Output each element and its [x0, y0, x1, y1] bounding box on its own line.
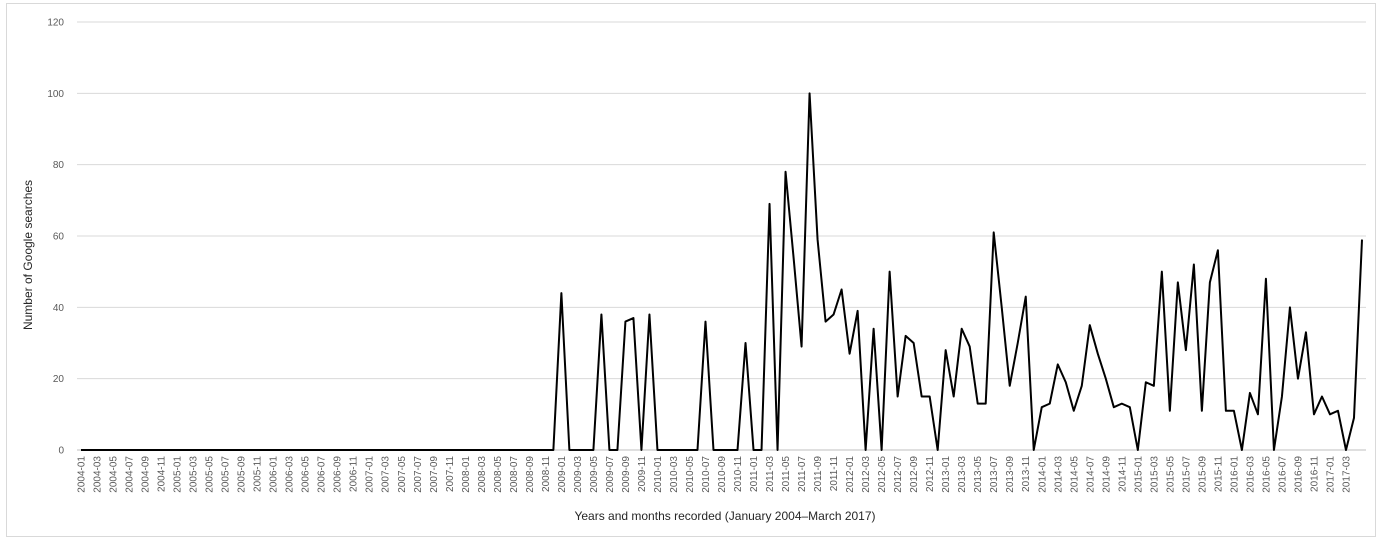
x-tick-labels: 2004-01 2004-03 2004-05 2004-07 2004-09 2004-…: [77, 456, 1353, 493]
x-tick-label: 2009-09: [621, 456, 632, 493]
x-tick-label: 2015-05: [1165, 456, 1176, 493]
x-tick-label: 2009-03: [573, 456, 584, 493]
x-tick-label: 2004-07: [125, 456, 136, 493]
y-tick-label: 40: [53, 303, 65, 314]
gridlines: [77, 21, 1366, 451]
x-tick-label: 2015-07: [1181, 456, 1192, 493]
x-tick-label: 2010-11: [733, 456, 744, 492]
x-tick-label: 2005-07: [221, 456, 232, 493]
x-tick-label: 2016-11: [1309, 456, 1320, 492]
y-tick-label: 0: [58, 446, 64, 457]
x-tick-label: 2010-05: [685, 456, 696, 493]
y-axis-title: Number of Google searches: [21, 180, 35, 330]
x-tick-label: 2006-03: [285, 456, 296, 493]
x-tick-label: 2017-03: [1341, 456, 1352, 493]
x-tick-label: 2013-03: [957, 456, 968, 493]
x-tick-label: 2014-09: [1101, 456, 1112, 493]
x-tick-label: 2012-01: [845, 456, 856, 493]
chart-frame: [6, 3, 1376, 537]
y-tick-label: 100: [47, 89, 64, 100]
x-tick-label: 2015-09: [1197, 456, 1208, 493]
x-tick-label: 2010-09: [717, 456, 728, 493]
x-tick-label: 2007-01: [365, 456, 376, 493]
x-tick-label: 2016-07: [1277, 456, 1288, 493]
x-tick-label: 2009-05: [589, 456, 600, 493]
x-tick-label: 2007-07: [413, 456, 424, 493]
x-tick-label: 2014-11: [1117, 456, 1128, 492]
x-tick-label: 2014-07: [1085, 456, 1096, 493]
x-tick-label: 2016-05: [1261, 456, 1272, 493]
x-tick-label: 2006-05: [301, 456, 312, 493]
x-tick-label: 2006-01: [269, 456, 280, 493]
x-tick-label: 2008-01: [461, 456, 472, 493]
x-tick-label: 2006-07: [317, 456, 328, 493]
x-tick-label: 2008-07: [509, 456, 520, 493]
x-tick-label: 2007-03: [381, 456, 392, 493]
y-tick-label: 20: [53, 374, 65, 385]
x-tick-label: 2012-03: [861, 456, 872, 493]
x-tick-label: 2016-01: [1229, 456, 1240, 493]
x-tick-label: 2010-01: [653, 456, 664, 493]
x-tick-label: 2005-05: [205, 456, 216, 493]
x-tick-label: 2007-11: [445, 456, 456, 492]
series-line: [81, 92, 1363, 451]
x-tick-label: 2011-03: [765, 456, 776, 492]
x-tick-label: 2010-07: [701, 456, 712, 493]
x-tick-label: 2016-03: [1245, 456, 1256, 493]
x-tick-label: 2012-07: [893, 456, 904, 493]
x-tick-label: 2011-11: [829, 456, 840, 492]
x-tick-label: 2004-05: [109, 456, 120, 493]
x-tick-label: 2013-05: [973, 456, 984, 493]
x-tick-label: 2013-01: [941, 456, 952, 493]
x-tick-label: 2008-09: [525, 456, 536, 493]
x-tick-label: 2013-09: [1005, 456, 1016, 493]
x-tick-label: 2009-07: [605, 456, 616, 493]
x-tick-label: 2006-11: [349, 456, 360, 492]
x-tick-label: 2012-09: [909, 456, 920, 493]
x-tick-label: 2008-11: [541, 456, 552, 492]
x-tick-label: 2015-11: [1213, 456, 1224, 492]
x-tick-label: 2014-05: [1069, 456, 1080, 493]
x-tick-label: 2015-03: [1149, 456, 1160, 493]
x-tick-label: 2012-05: [877, 456, 888, 493]
x-tick-label: 2007-09: [429, 456, 440, 493]
y-tick-labels: 0 20 40 60 80 100 120: [47, 18, 64, 457]
x-tick-label: 2010-03: [669, 456, 680, 493]
y-tick-label: 60: [53, 232, 65, 243]
x-tick-label: 2011-05: [781, 456, 792, 492]
x-tick-label: 2004-09: [141, 456, 152, 493]
y-tick-label: 120: [47, 18, 64, 29]
x-tick-label: 2014-01: [1037, 456, 1048, 493]
x-tick-label: 2008-03: [477, 456, 488, 493]
x-tick-label: 2009-11: [637, 456, 648, 492]
x-axis-title: Years and months recorded (January 2004–…: [574, 509, 875, 523]
x-tick-label: 2011-09: [813, 456, 824, 492]
x-tick-label: 2006-09: [333, 456, 344, 493]
x-tick-label: 2008-05: [493, 456, 504, 493]
x-tick-label: 2009-01: [557, 456, 568, 493]
x-tick-label: 2011-07: [797, 456, 808, 492]
x-tick-label: 2004-01: [77, 456, 88, 493]
x-tick-label: 2015-01: [1133, 456, 1144, 493]
x-tick-label: 2004-11: [157, 456, 168, 492]
x-tick-label: 2004-03: [93, 456, 104, 493]
x-tick-label: 2012-11: [925, 456, 936, 492]
x-tick-label: 2014-03: [1053, 456, 1064, 493]
x-tick-label: 2005-01: [173, 456, 184, 493]
x-tick-label: 2011-01: [749, 456, 760, 492]
y-tick-label: 80: [53, 160, 65, 171]
x-tick-label: 2005-11: [253, 456, 264, 492]
x-tick-label: 2013-11: [1021, 456, 1032, 492]
x-tick-label: 2005-03: [189, 456, 200, 493]
x-tick-label: 2016-09: [1293, 456, 1304, 493]
x-tick-label: 2005-09: [237, 456, 248, 493]
x-tick-label: 2007-05: [397, 456, 408, 493]
x-tick-label: 2013-07: [989, 456, 1000, 493]
x-tick-label: 2017-01: [1325, 456, 1336, 493]
